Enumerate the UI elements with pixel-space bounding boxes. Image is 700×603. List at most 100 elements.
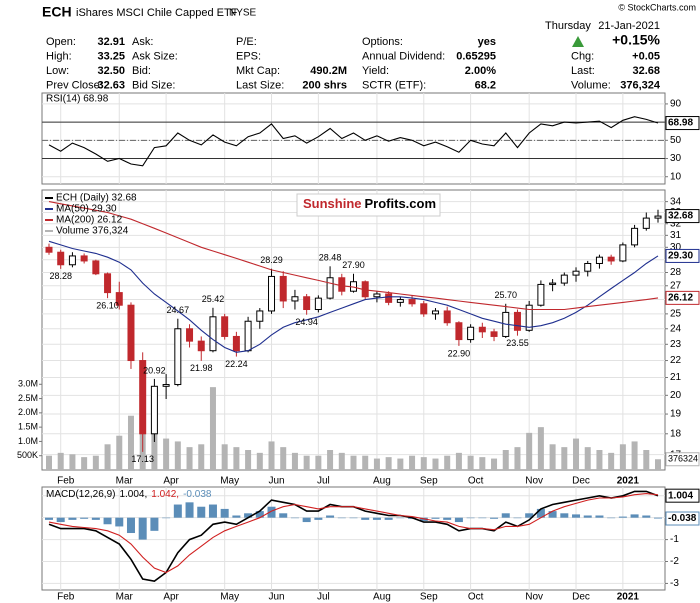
stat-value: 200 shrs xyxy=(302,79,347,91)
stat-label: Yield: xyxy=(362,65,389,77)
histogram-bar xyxy=(56,517,65,523)
watermark-right: Profits.com xyxy=(365,196,437,211)
candle-body xyxy=(186,328,194,342)
candle-body xyxy=(443,310,451,324)
volume-bar xyxy=(256,452,263,470)
x-tick-label: Jun xyxy=(268,476,284,487)
x-tick-label: 2021 xyxy=(617,476,640,487)
last-value-label: 32.68 xyxy=(668,211,693,222)
macd-legend: MACD(12,26,9) 1.004, 1.042, -0.038 xyxy=(46,489,212,500)
stat-label: EPS: xyxy=(236,50,261,62)
x-tick-label: Aug xyxy=(373,476,391,487)
volume-bar xyxy=(631,441,638,470)
candle-body xyxy=(455,322,463,341)
histogram-bar xyxy=(208,504,217,518)
histogram-bar xyxy=(560,513,569,518)
last-value-box xyxy=(665,209,700,224)
stat-label: Bid Size: xyxy=(132,79,175,91)
y-tick-label: 34 xyxy=(670,196,682,207)
price-annotation: 22.90 xyxy=(448,348,471,358)
stat-label: Last: xyxy=(571,65,595,77)
stat-label: SCTR (ETF): xyxy=(362,79,426,91)
x-tick-label: Jul xyxy=(317,476,330,487)
last-value-box xyxy=(665,248,700,263)
volume-bar xyxy=(385,457,392,470)
y-tick-label: -3 xyxy=(670,578,679,589)
histogram-bar xyxy=(372,517,381,520)
macd-legend-value: 1.004, xyxy=(119,489,147,500)
candle-body xyxy=(619,244,627,262)
x-tick-label: Dec xyxy=(572,592,590,603)
y-tick-label: 90 xyxy=(670,99,682,110)
series-line xyxy=(48,201,659,311)
price-annotation: 27.90 xyxy=(342,260,365,270)
candle-body xyxy=(303,296,311,311)
volume-bar xyxy=(327,450,334,470)
volume-bar xyxy=(596,450,603,470)
watermark-box xyxy=(296,193,441,217)
y-tick-label: 30 xyxy=(670,153,682,164)
candle-body xyxy=(338,277,346,292)
candle-body xyxy=(209,316,217,352)
panel-frame xyxy=(41,486,666,591)
y-tick-label: 21 xyxy=(670,372,682,383)
histogram-bar xyxy=(466,517,475,519)
last-value-label: 29.30 xyxy=(668,251,693,262)
stat-value: 32.91 xyxy=(97,36,125,48)
candle-body xyxy=(279,275,287,302)
candle-body xyxy=(420,303,428,315)
volume-bar xyxy=(373,458,380,470)
candle-body xyxy=(244,320,252,352)
y-tick-label: 18 xyxy=(670,428,682,439)
stat-value: 32.50 xyxy=(97,65,125,77)
volume-bar xyxy=(409,455,416,470)
histogram-bar xyxy=(115,517,124,527)
candle-body xyxy=(642,217,650,229)
stat-label: Prev Close: xyxy=(46,79,103,91)
last-value-box xyxy=(665,116,700,131)
candle-body xyxy=(68,255,76,266)
histogram-bar xyxy=(654,517,662,519)
candle-body xyxy=(45,246,53,253)
price-annotation: 26.10 xyxy=(96,301,119,311)
candle-body xyxy=(513,311,521,331)
histogram-bar xyxy=(536,508,545,518)
last-value-box xyxy=(665,452,700,467)
histogram-bar xyxy=(302,517,311,523)
y2-tick-label: 3.0M xyxy=(18,379,38,389)
panel-frame xyxy=(41,92,666,185)
last-value-box xyxy=(665,488,700,503)
candle-body xyxy=(584,262,592,272)
x-tick-label: Aug xyxy=(373,592,391,603)
volume-bar xyxy=(444,455,451,470)
candle-body xyxy=(314,297,322,311)
stat-value: 68.2 xyxy=(475,79,496,91)
candle-body xyxy=(232,335,240,352)
volume-bar xyxy=(198,444,205,470)
volume-bar xyxy=(537,427,544,470)
date: 21-Jan-2021 xyxy=(598,20,660,32)
volume-bar xyxy=(573,438,580,470)
x-tick-label: Sep xyxy=(420,592,438,603)
histogram-bar xyxy=(572,514,581,518)
volume-bar xyxy=(350,455,357,470)
histogram-bar xyxy=(478,517,487,519)
histogram-bar xyxy=(490,517,499,519)
x-tick-label: Dec xyxy=(572,476,590,487)
candle-body xyxy=(537,283,545,306)
stat-label: Open: xyxy=(46,36,76,48)
volume-bar xyxy=(514,447,521,470)
stat-label: Mkt Cap: xyxy=(236,65,280,77)
x-tick-label: May xyxy=(220,476,239,487)
histogram-bar xyxy=(150,517,159,531)
up-arrow xyxy=(572,36,584,47)
stat-label: Low: xyxy=(46,65,69,77)
panel-frame xyxy=(41,189,666,471)
volume-bar xyxy=(81,457,88,470)
stat-label: Chg: xyxy=(571,50,594,62)
volume-bar xyxy=(57,452,64,470)
histogram-bar xyxy=(326,515,335,518)
price-annotation: 28.48 xyxy=(319,253,342,263)
y-tick-label: 31 xyxy=(670,230,682,241)
candle-body xyxy=(431,310,439,315)
